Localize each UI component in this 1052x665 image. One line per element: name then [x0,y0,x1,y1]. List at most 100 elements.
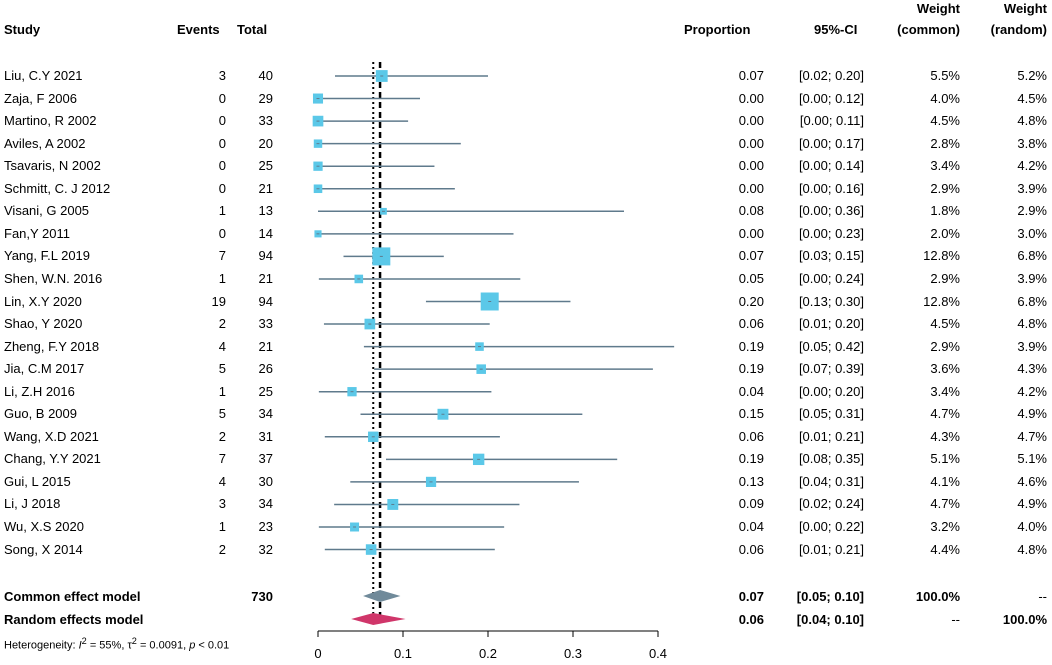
study-name: Zheng, F.Y 2018 [4,338,100,354]
study-weight-random: 6.8% [1017,293,1047,309]
study-total: 34 [258,406,273,422]
study-name: Song, X 2014 [4,541,83,557]
study-proportion: 0.04 [738,519,764,534]
study-ci: [0.00; 0.22] [798,519,864,534]
study-ci: [0.00; 0.17] [798,135,864,151]
study-proportion: 0.09 [738,496,764,512]
study-proportion: 0.15 [738,406,764,422]
study-proportion: 0.06 [738,316,764,332]
study-events: 0 [218,158,226,174]
study-proportion: 0.19 [738,451,764,467]
study-proportion: 0.00 [738,135,764,151]
study-ci: [0.00; 0.12] [798,90,864,106]
study-events: 1 [218,519,226,534]
study-events: 0 [218,225,226,241]
header-weight-common-2: (common) [897,22,960,37]
study-events: 2 [218,428,226,444]
study-ci: [0.00; 0.24] [798,270,864,286]
study-proportion: 0.00 [738,113,764,129]
study-weight-random: 5.2% [1017,68,1047,83]
study-weight-common: 5.5% [930,68,960,83]
random-model-weight-common: -- [951,612,960,627]
study-weight-common: 4.3% [930,428,960,444]
study-weight-common: 12.8% [923,248,960,264]
study-ci: [0.00; 0.20] [798,383,864,399]
common-model-weight-random: -- [1038,589,1047,604]
study-weight-random: 4.0% [1017,519,1047,534]
study-name: Wu, X.S 2020 [4,519,84,534]
study-events: 0 [218,135,226,151]
study-events: 19 [211,293,226,309]
study-events: 7 [218,248,226,264]
x-tick-label: 0.3 [564,646,582,661]
study-total: 25 [258,158,273,174]
study-name: Fan,Y 2011 [4,225,71,241]
study-ci: [0.00; 0.23] [798,225,864,241]
header-study: Study [4,22,41,37]
study-proportion: 0.07 [738,248,764,264]
study-weight-random: 4.6% [1017,473,1047,489]
study-name: Zaja, F 2006 [4,90,77,106]
study-ci: [0.01; 0.21] [798,428,864,444]
study-proportion: 0.07 [738,68,764,83]
study-total: 37 [258,451,273,467]
common-model-total: 730 [251,589,273,604]
study-proportion: 0.00 [738,158,764,174]
study-weight-common: 4.5% [930,113,960,129]
study-weight-random: 4.9% [1017,406,1047,422]
study-ci: [0.05; 0.31] [798,406,864,422]
study-weight-random: 3.9% [1017,180,1047,196]
study-proportion: 0.19 [738,338,764,354]
study-total: 33 [258,316,273,332]
study-weight-common: 2.9% [930,338,960,354]
study-weight-common: 3.4% [930,158,960,174]
header-weight-common-1: Weight [916,1,960,16]
study-weight-random: 4.7% [1017,428,1047,444]
study-weight-random: 4.2% [1017,158,1047,174]
study-weight-common: 4.4% [930,541,960,557]
study-weight-common: 2.9% [930,180,960,196]
study-weight-random: 4.2% [1017,383,1047,399]
study-weight-random: 6.8% [1017,248,1047,264]
study-ci: [0.04; 0.31] [798,473,864,489]
study-events: 2 [218,316,226,332]
study-weight-common: 2.9% [930,270,960,286]
study-weight-random: 3.9% [1017,338,1047,354]
study-total: 32 [258,541,273,557]
study-total: 29 [258,90,273,106]
study-total: 94 [258,293,273,309]
study-weight-common: 4.7% [930,496,960,512]
study-total: 34 [258,496,273,512]
study-events: 1 [218,270,226,286]
study-total: 13 [258,203,273,219]
study-events: 5 [218,406,226,422]
study-name: Shen, W.N. 2016 [4,270,103,286]
random-model-ci: [0.04; 0.10] [796,612,864,627]
study-name: Gui, L 2015 [4,473,71,489]
header-proportion: Proportion [684,22,751,37]
study-proportion: 0.08 [738,203,764,219]
study-proportion: 0.13 [738,473,764,489]
study-proportion: 0.00 [738,180,764,196]
study-ci: [0.00; 0.11] [799,113,864,129]
study-name: Aviles, A 2002 [4,135,86,151]
study-name: Liu, C.Y 2021 [4,68,83,83]
study-total: 21 [258,338,273,354]
study-proportion: 0.05 [738,270,764,286]
study-name: Guo, B 2009 [4,406,77,422]
study-weight-common: 2.8% [930,135,960,151]
study-ci: [0.08; 0.35] [798,451,864,467]
study-total: 25 [258,383,273,399]
study-proportion: 0.19 [738,361,764,377]
study-ci: [0.07; 0.39] [798,361,864,377]
study-proportion: 0.06 [738,428,764,444]
study-name: Wang, X.D 2021 [4,428,99,444]
study-ci: [0.02; 0.20] [798,68,864,83]
study-events: 5 [218,361,226,377]
study-weight-random: 4.3% [1017,361,1047,377]
study-name: Lin, X.Y 2020 [4,293,82,309]
study-ci: [0.05; 0.42] [798,338,864,354]
common-model-proportion: 0.07 [738,589,764,604]
study-name: Tsavaris, N 2002 [4,158,101,174]
